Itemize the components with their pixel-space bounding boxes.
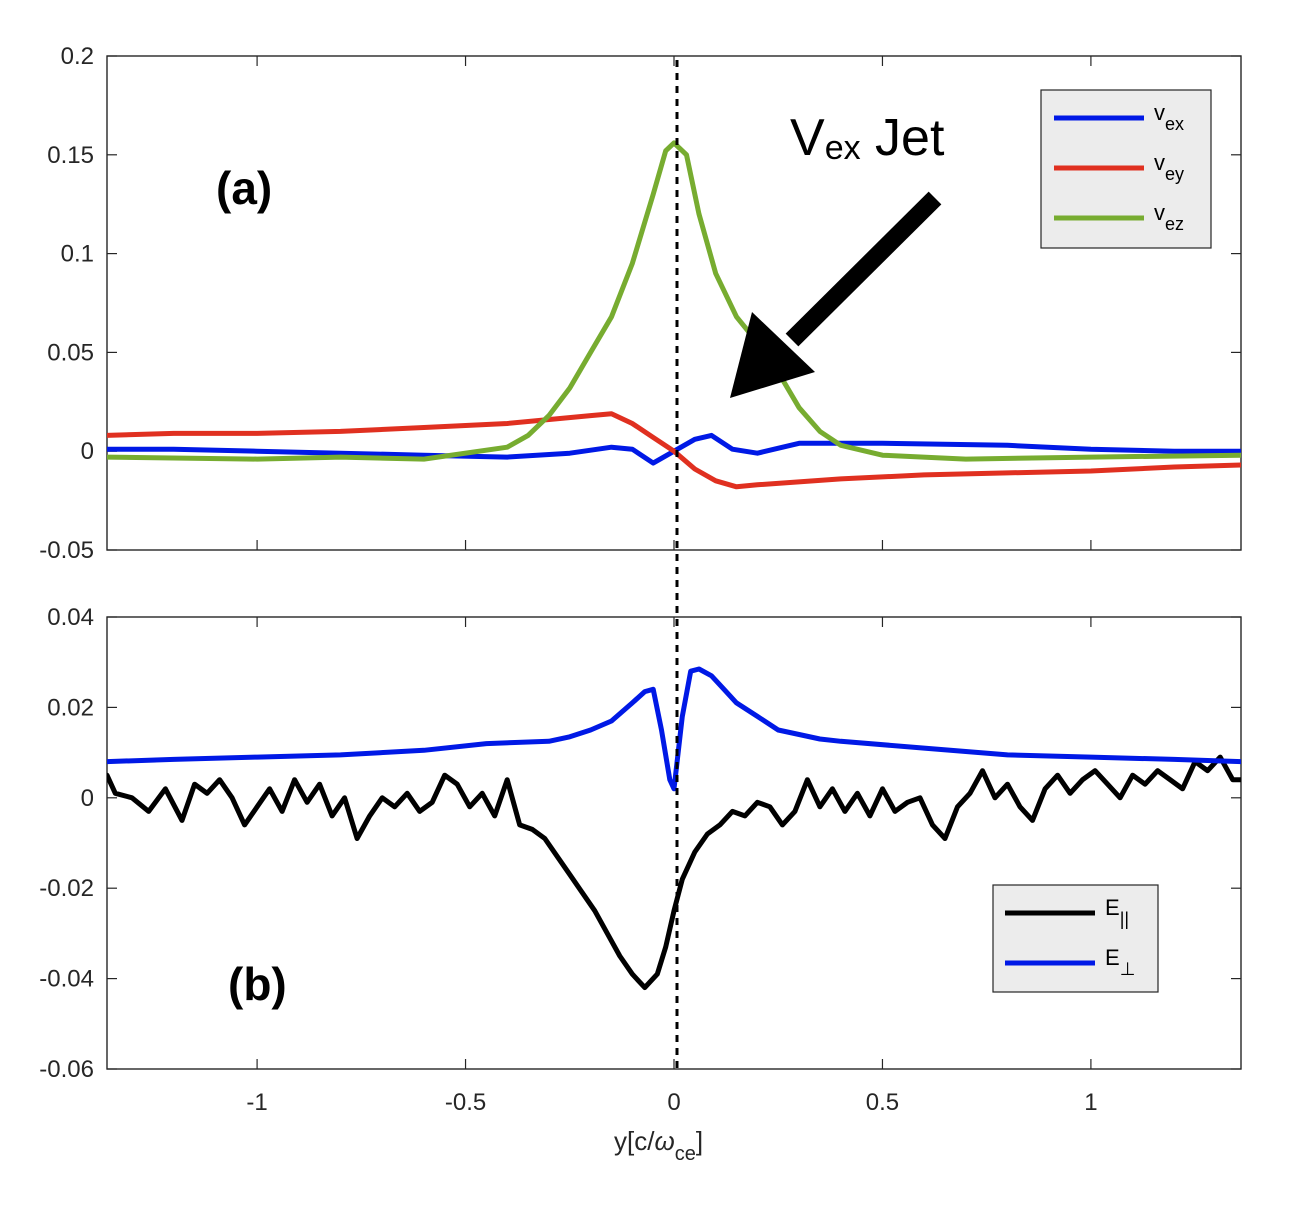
- y-tick-label: 0.2: [61, 43, 94, 70]
- x-tick-label: -1: [246, 1089, 267, 1116]
- y-tick-label: 0: [81, 785, 94, 812]
- panel-a-x-ticks: [256, 56, 1092, 550]
- panel-b-y-ticks: -0.06 -0.04 -0.02 0 0.02 0.04: [39, 604, 1241, 1083]
- panel-a-legend: vex vey vez: [1040, 89, 1212, 249]
- y-tick-label: -0.04: [39, 966, 94, 993]
- series-E-⊥: [107, 666, 1241, 792]
- panel-a-y-ticks: -0.05 0 0.05 0.1 0.15 0.2: [39, 43, 1241, 564]
- y-tick-label: 0: [81, 438, 94, 465]
- panel-b-label: (b): [228, 958, 287, 1010]
- panel-b-legend: E|| E⊥: [992, 884, 1159, 993]
- legend-entry: E||: [1105, 895, 1129, 929]
- legend-entry: vey: [1154, 150, 1184, 184]
- y-tick-label: 0.04: [47, 604, 94, 631]
- legend-entry: E⊥: [1105, 945, 1135, 979]
- legend-entry: vex: [1154, 100, 1184, 134]
- x-tick-label: 0.5: [866, 1089, 899, 1116]
- y-tick-label: -0.02: [39, 875, 94, 902]
- legend-box: [992, 884, 1159, 993]
- x-tick-label: 0: [667, 1089, 680, 1116]
- x-tick-label: -0.5: [445, 1089, 486, 1116]
- panel-a-series: [107, 140, 1241, 490]
- x-tick-label: 1: [1084, 1089, 1097, 1116]
- panel-b-x-ticks: -1 -0.5 0 0.5 1: [246, 617, 1098, 1116]
- annotation-arrow-shaft: [785, 191, 942, 347]
- y-tick-label: -0.06: [39, 1056, 94, 1083]
- y-tick-label: 0.15: [47, 142, 94, 169]
- panel-a-label: (a): [216, 162, 272, 214]
- legend-entry: vez: [1154, 200, 1184, 234]
- vex-jet-annotation: Vex Jet: [730, 109, 945, 398]
- x-axis-label: y[c/ωce]: [614, 1126, 703, 1165]
- annotation-text: Vex Jet: [790, 109, 945, 167]
- y-tick-label: 0.02: [47, 694, 94, 721]
- y-tick-label: -0.05: [39, 537, 94, 564]
- annotation-arrow-head: [730, 312, 815, 398]
- panel-b: -0.06 -0.04 -0.02 0 0.02 0.04 -1 -0.5 0 0.5 1 (b)…: [39, 604, 1242, 1165]
- series-v-ey: [107, 411, 1241, 490]
- y-tick-label: 0.1: [61, 241, 94, 268]
- y-tick-label: 0.05: [47, 339, 94, 366]
- series-v-ez: [107, 140, 1241, 462]
